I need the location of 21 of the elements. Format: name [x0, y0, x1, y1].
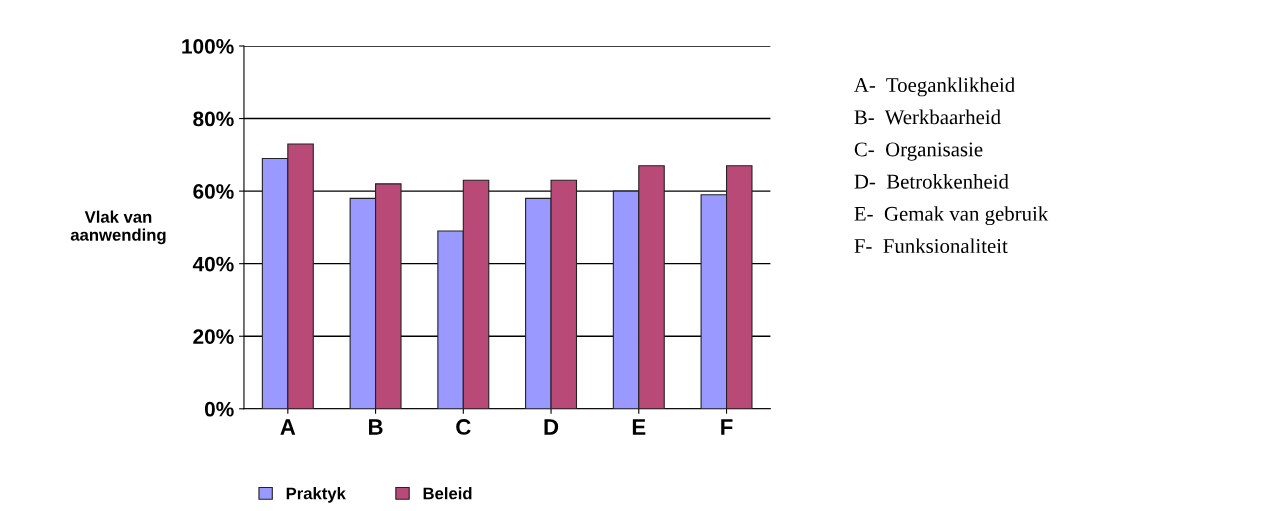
y-tick-label: 0% [204, 401, 234, 417]
legend-label: Beleid [423, 487, 472, 500]
text: B- Werkbaarheid [854, 109, 1001, 125]
text: D- Betrokkenheid [854, 174, 1009, 189]
text: F- Funksionaliteit [854, 238, 1008, 254]
y-tick-label: 80% [193, 111, 234, 127]
y-axis-title: Vlak van aanwending [70, 210, 166, 245]
x-tick-label: E [632, 419, 646, 435]
x-tick-label: B [369, 419, 383, 435]
y-tick-label: 100% [182, 38, 234, 54]
x-tick-label: C [456, 419, 471, 435]
y-tick-label: 20% [193, 329, 234, 344]
y-tick-label: 40% [192, 256, 234, 272]
text: E- Gemak van gebruik [854, 206, 1049, 226]
legend-label: Praktyk [286, 487, 346, 503]
x-tick-label: A [280, 419, 296, 435]
text: A- Toeganklikheid [854, 77, 1015, 97]
y-tick-label: 60% [193, 184, 234, 199]
x-tick-label: F [721, 419, 733, 435]
text: C- Organisasie [854, 142, 983, 161]
x-tick-label: D [544, 419, 559, 435]
